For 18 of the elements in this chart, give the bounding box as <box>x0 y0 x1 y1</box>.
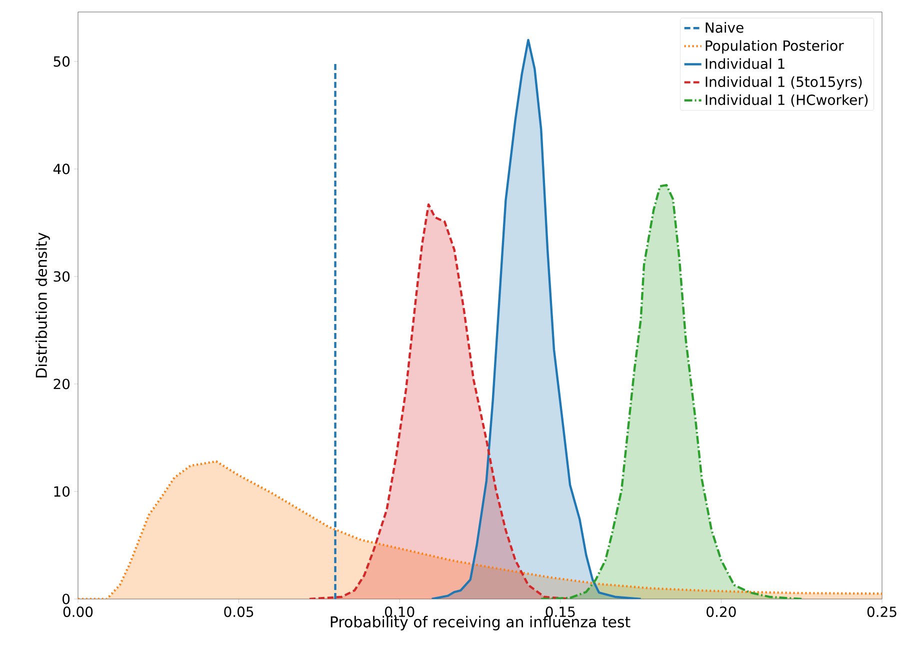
y-tick-label: 40 <box>53 164 70 174</box>
x-tick-label: 0.00 <box>63 606 93 618</box>
y-tick-label: 20 <box>54 378 70 390</box>
x-tick-label: 0.10 <box>385 606 414 618</box>
legend-label: Naive <box>706 22 744 33</box>
legend-label: Individual 1 (HCworker) <box>706 94 868 107</box>
legend-label: Individual 1 (5to15yrs) <box>706 76 862 90</box>
y-tick-label: 30 <box>54 271 70 282</box>
x-tick-label: 0.25 <box>867 606 896 618</box>
legend-label: Population Posterior <box>706 40 844 54</box>
x-tick-label: 0.20 <box>706 606 736 618</box>
y-tick-label: 10 <box>54 486 70 497</box>
x-tick-label: 0.15 <box>546 606 575 618</box>
y-tick-label: 0 <box>62 594 70 604</box>
y-axis-title: Distribution density <box>35 232 50 378</box>
y-tick-label: 50 <box>54 56 70 67</box>
legend-label: Individual 1 <box>706 58 784 69</box>
x-tick-label: 0.05 <box>224 606 254 618</box>
